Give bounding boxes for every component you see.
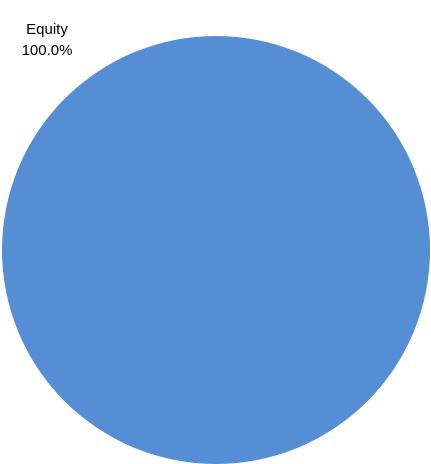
pie-slices (2, 36, 430, 464)
pie-labels: Equity 100.0% (22, 21, 73, 59)
slice-label-percent: 100.0% (22, 42, 73, 59)
slice-label-name: Equity (26, 21, 68, 38)
pie-slice-equity (2, 36, 430, 464)
